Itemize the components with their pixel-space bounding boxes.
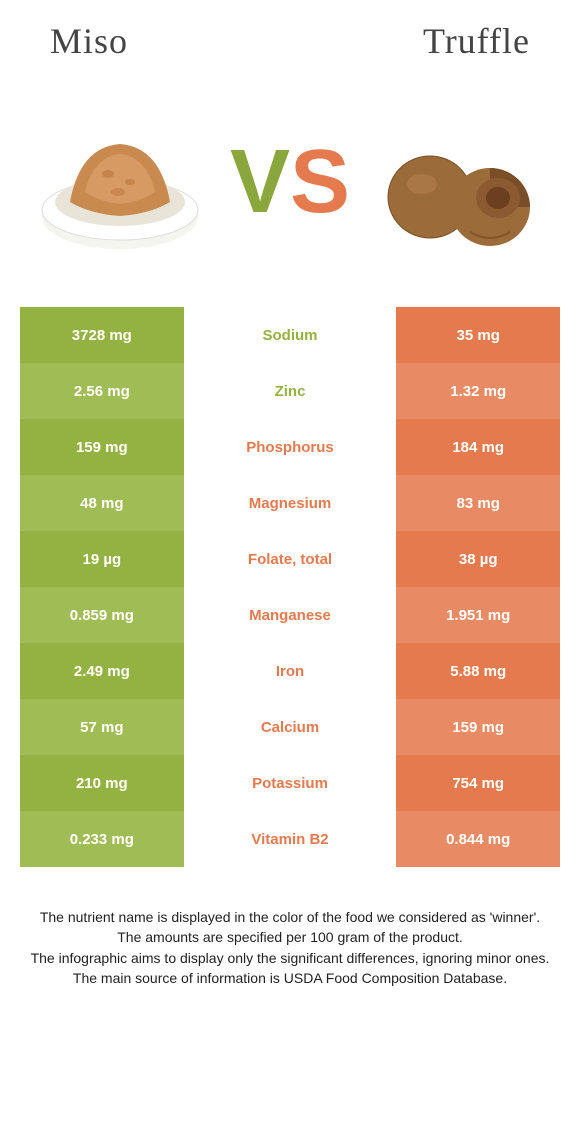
footnote-line: The nutrient name is displayed in the co…	[26, 907, 554, 927]
left-value: 2.56 mg	[20, 363, 184, 419]
right-value: 5.88 mg	[396, 643, 560, 699]
right-value: 159 mg	[396, 699, 560, 755]
title-right: Truffle	[423, 20, 530, 62]
nutrient-name: Iron	[184, 643, 397, 699]
left-value: 19 µg	[20, 531, 184, 587]
table-row: 3728 mgSodium35 mg	[20, 307, 560, 363]
right-value: 1.32 mg	[396, 363, 560, 419]
left-value: 57 mg	[20, 699, 184, 755]
nutrient-name: Zinc	[184, 363, 397, 419]
table-row: 210 mgPotassium754 mg	[20, 755, 560, 811]
table-row: 48 mgMagnesium83 mg	[20, 475, 560, 531]
nutrient-name: Folate, total	[184, 531, 397, 587]
right-value: 1.951 mg	[396, 587, 560, 643]
truffle-image	[370, 102, 550, 262]
left-value: 48 mg	[20, 475, 184, 531]
left-value: 2.49 mg	[20, 643, 184, 699]
left-value: 159 mg	[20, 419, 184, 475]
title-left: Miso	[50, 20, 128, 62]
table-row: 0.859 mgManganese1.951 mg	[20, 587, 560, 643]
left-value: 0.233 mg	[20, 811, 184, 867]
table-row: 2.56 mgZinc1.32 mg	[20, 363, 560, 419]
nutrient-name: Magnesium	[184, 475, 397, 531]
titles-row: Miso Truffle	[20, 20, 560, 62]
left-value: 210 mg	[20, 755, 184, 811]
vs-s: S	[290, 132, 350, 232]
nutrient-name: Sodium	[184, 307, 397, 363]
left-value: 0.859 mg	[20, 587, 184, 643]
nutrient-name: Vitamin B2	[184, 811, 397, 867]
miso-image	[30, 102, 210, 262]
table-row: 19 µgFolate, total38 µg	[20, 531, 560, 587]
nutrient-name: Calcium	[184, 699, 397, 755]
nutrient-name: Manganese	[184, 587, 397, 643]
table-row: 57 mgCalcium159 mg	[20, 699, 560, 755]
right-value: 83 mg	[396, 475, 560, 531]
vs-label: VS	[230, 137, 350, 227]
right-value: 754 mg	[396, 755, 560, 811]
vs-v: V	[230, 132, 290, 232]
page: Miso Truffle VS	[0, 0, 580, 1008]
nutrient-name: Potassium	[184, 755, 397, 811]
table-row: 2.49 mgIron5.88 mg	[20, 643, 560, 699]
left-value: 3728 mg	[20, 307, 184, 363]
table-row: 159 mgPhosphorus184 mg	[20, 419, 560, 475]
footnote-line: The amounts are specified per 100 gram o…	[26, 927, 554, 947]
right-value: 38 µg	[396, 531, 560, 587]
nutrient-table: 3728 mgSodium35 mg2.56 mgZinc1.32 mg159 …	[20, 307, 560, 867]
table-row: 0.233 mgVitamin B20.844 mg	[20, 811, 560, 867]
footnote: The nutrient name is displayed in the co…	[20, 907, 560, 988]
footnote-line: The infographic aims to display only the…	[26, 948, 554, 968]
right-value: 35 mg	[396, 307, 560, 363]
footnote-line: The main source of information is USDA F…	[26, 968, 554, 988]
right-value: 184 mg	[396, 419, 560, 475]
right-value: 0.844 mg	[396, 811, 560, 867]
hero-row: VS	[20, 92, 560, 272]
nutrient-name: Phosphorus	[184, 419, 397, 475]
